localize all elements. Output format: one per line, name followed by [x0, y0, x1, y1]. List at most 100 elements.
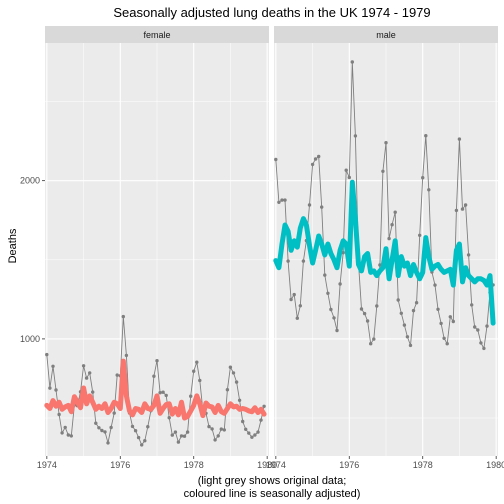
data-point-original: [84, 376, 89, 380]
data-point-original: [225, 388, 230, 392]
data-point-original: [51, 364, 55, 368]
data-point-original: [81, 364, 86, 368]
data-point-original: [485, 324, 489, 328]
data-point-original: [393, 210, 397, 214]
data-point-original: [253, 433, 257, 437]
data-point-original: [310, 162, 315, 167]
data-point-original: [164, 393, 168, 398]
data-point-original: [445, 342, 449, 346]
data-point-original: [387, 236, 391, 241]
data-point-original: [231, 371, 236, 375]
data-point-original: [436, 307, 440, 311]
data-point-original: [176, 440, 181, 444]
data-point-original: [152, 374, 156, 378]
data-point-original: [381, 169, 385, 173]
data-point-original: [185, 430, 190, 434]
data-point-original: [323, 273, 327, 277]
data-point-original: [222, 428, 226, 432]
data-point-original: [136, 435, 141, 440]
data-point-original: [375, 304, 379, 308]
data-point-original: [244, 427, 248, 431]
strip-label-female: female: [143, 30, 170, 40]
data-point-original: [192, 369, 196, 373]
data-point-original: [460, 207, 465, 211]
x-axis-title-line-1: (light grey shows original data;: [198, 475, 347, 487]
data-point-original: [390, 223, 394, 227]
data-point-original: [69, 434, 74, 438]
data-point-original: [414, 301, 419, 305]
strip-female: [45, 26, 269, 43]
data-point-original: [439, 321, 443, 326]
series-original-male: [275, 61, 494, 350]
x-tick-label: 1978: [184, 460, 204, 470]
data-point-original: [332, 316, 336, 320]
data-point-original: [289, 297, 293, 302]
data-point-original: [48, 386, 52, 390]
data-point-original: [335, 328, 339, 333]
data-point-original: [479, 341, 483, 345]
data-point-original: [466, 253, 471, 257]
data-point-original: [307, 203, 312, 207]
x-axis-title-line-2: coloured line is seasonally adjusted): [184, 488, 361, 500]
data-point-original: [451, 319, 455, 324]
data-point-original: [228, 365, 233, 369]
data-point-original: [457, 137, 462, 141]
y-tick-label: 1000: [20, 334, 40, 344]
data-point-original: [57, 412, 61, 417]
data-point-original: [470, 303, 474, 307]
data-point-original: [219, 427, 223, 431]
data-point-original: [112, 411, 116, 415]
data-point-original: [353, 134, 358, 138]
data-point-original: [402, 323, 407, 327]
data-point-original: [448, 315, 452, 319]
strip-male: [274, 26, 498, 43]
data-point-original: [241, 419, 245, 424]
data-point-original: [143, 439, 147, 443]
data-point-original: [167, 416, 171, 420]
data-point-original: [350, 60, 354, 64]
data-point-original: [207, 424, 211, 429]
data-point-original: [158, 391, 162, 395]
data-point-original: [146, 425, 150, 429]
data-point-original: [482, 346, 486, 351]
data-point-original: [280, 198, 284, 202]
data-point-original: [103, 430, 107, 434]
data-point-original: [421, 176, 425, 180]
data-point-original: [427, 188, 431, 192]
data-point-original: [344, 168, 348, 172]
data-point-original: [97, 426, 101, 430]
data-point-original: [216, 434, 220, 438]
data-point-original: [442, 336, 446, 340]
data-point-original: [133, 429, 138, 433]
data-point-original: [274, 157, 278, 162]
data-point-original: [130, 424, 135, 429]
data-point-original: [384, 141, 388, 145]
data-point-original: [88, 371, 92, 375]
data-point-original: [210, 427, 214, 431]
x-tick-label: 1976: [339, 460, 359, 470]
data-point-original: [247, 431, 251, 435]
data-point-original: [473, 325, 477, 329]
y-axis: 1000 2000: [20, 176, 45, 344]
data-point-original: [45, 352, 49, 357]
data-point-original: [399, 311, 403, 315]
y-tick-label: 2000: [20, 176, 40, 186]
data-point-original: [182, 434, 187, 438]
data-point-original: [124, 353, 129, 358]
data-point-original: [100, 428, 104, 433]
x-tick-label: 1974: [37, 460, 57, 470]
y-axis-title: Deaths: [7, 228, 19, 263]
data-point-original: [237, 398, 242, 402]
x-tick-label: 1980: [257, 460, 277, 470]
data-point-original: [155, 359, 159, 363]
data-point-original: [317, 154, 321, 159]
data-point-original: [418, 233, 422, 237]
data-point-original: [372, 337, 376, 341]
data-point-original: [347, 175, 351, 180]
data-point-original: [298, 304, 302, 308]
data-point-original: [396, 298, 400, 302]
data-point-original: [250, 435, 254, 439]
data-point-original: [259, 418, 263, 422]
panel-male: male 1974 1976 1978 1980: [266, 26, 504, 470]
